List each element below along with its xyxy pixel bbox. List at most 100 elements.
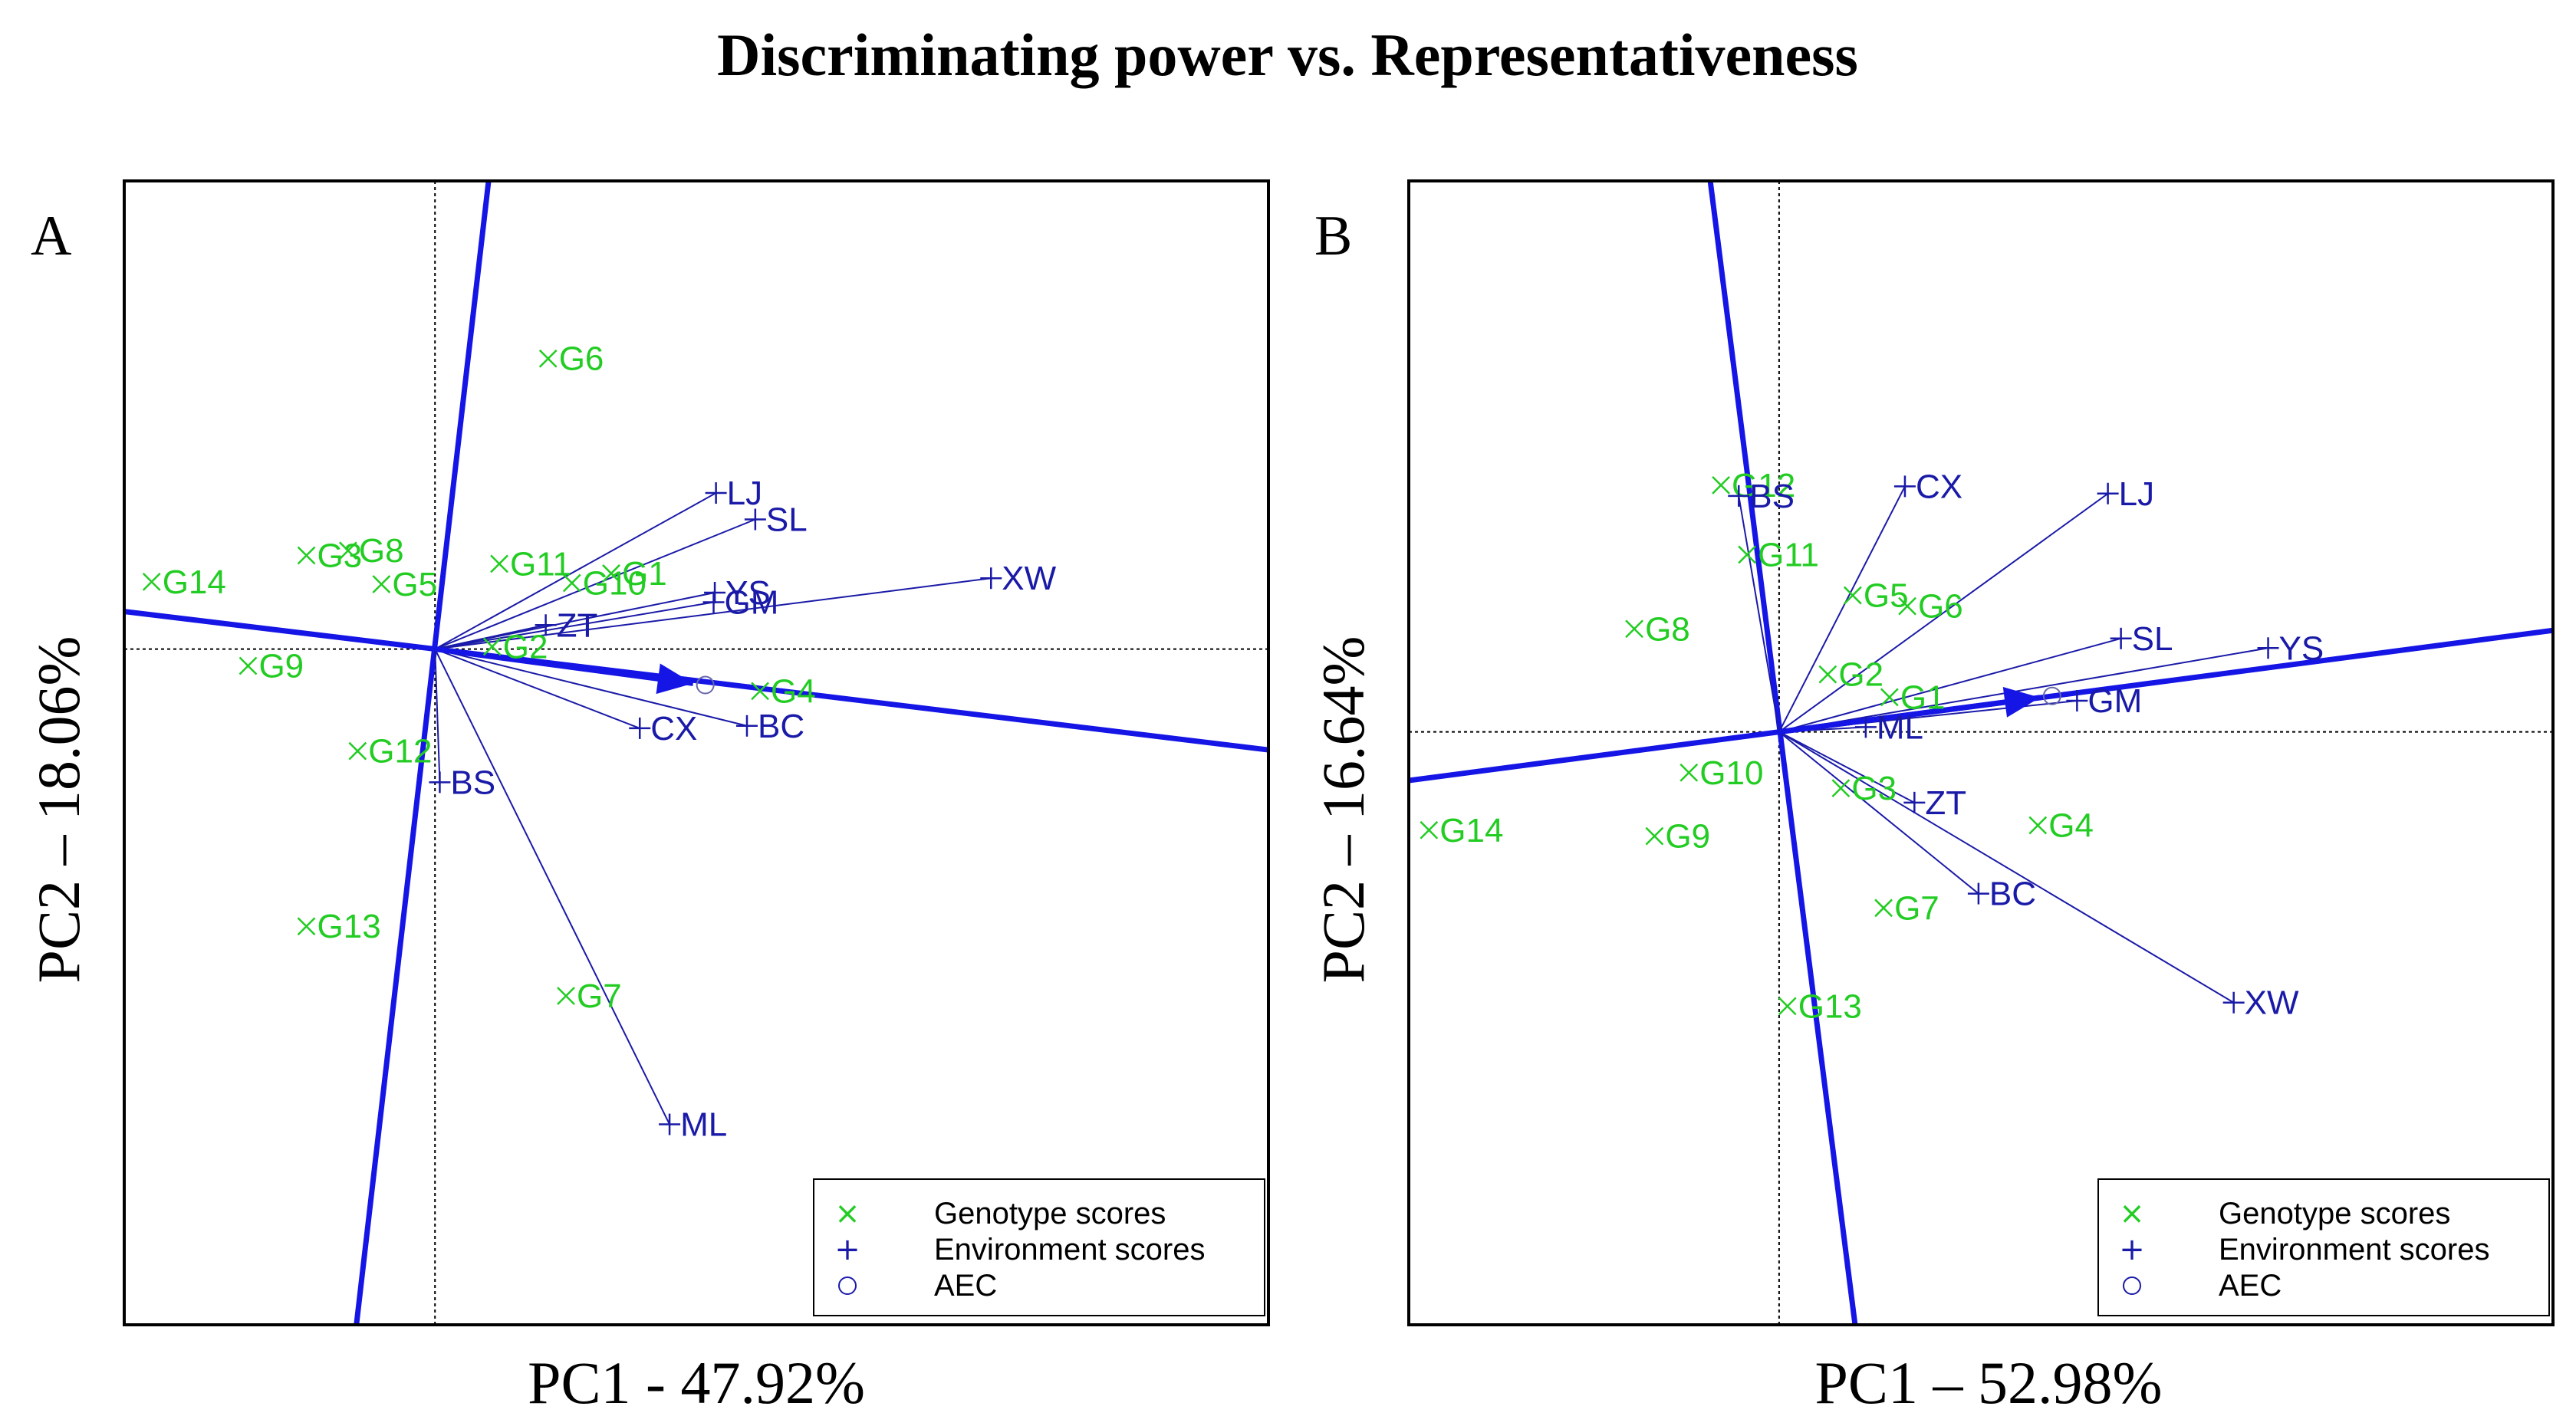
- genotype-point: [1420, 820, 1439, 840]
- aec-arrow-head: [2002, 687, 2040, 718]
- panel-a-legend-aec: AEC: [934, 1269, 997, 1303]
- panel-a-y-axis-title: PC2 – 18.06%: [25, 636, 92, 984]
- panel-b-y-axis-title: PC2 – 16.64%: [1310, 636, 1377, 984]
- environment-point: [429, 771, 451, 794]
- genotype-point: [482, 637, 502, 656]
- environment-point: [2097, 482, 2119, 504]
- genotype-label: G2: [1838, 656, 1883, 694]
- panel-b-legend-environment: Environment scores: [2219, 1233, 2489, 1267]
- panel-b: B PC1 – 52.98% PC2 – 16.64% G12 G11 G5 G6 G8…: [1310, 179, 2555, 1416]
- genotype-point: [1778, 997, 1797, 1016]
- panel-letter-b: B: [1314, 205, 1352, 268]
- genotype-label: G6: [559, 340, 604, 378]
- environment-label: ZT: [1925, 784, 1966, 822]
- environment-vector: [1778, 485, 1906, 733]
- environment-label: YS: [725, 574, 771, 612]
- panel-a-legend-box: [813, 1178, 1265, 1316]
- environment-point: [1854, 716, 1877, 738]
- genotype-label: G8: [1645, 610, 1690, 648]
- genotype-point: [348, 741, 367, 761]
- genotype-point: [557, 987, 575, 1005]
- panel-a-legend: × Genotype scores + Environment scores A…: [813, 1178, 1265, 1316]
- environment-point: [1903, 791, 1926, 813]
- legend-genotype-icon: ×: [834, 1196, 860, 1231]
- genotype-point: [2028, 816, 2048, 835]
- environment-vector: [435, 601, 714, 650]
- panel-b-legend-aec: AEC: [2219, 1269, 2282, 1303]
- genotype-label: G2: [503, 628, 548, 665]
- environment-point: [2066, 690, 2088, 712]
- genotype-label: G4: [771, 672, 816, 710]
- genotype-label: G12: [368, 733, 432, 770]
- genotype-label: G13: [317, 908, 381, 945]
- panel-b-legend-box: [2097, 1178, 2550, 1316]
- genotype-point: [602, 564, 620, 583]
- genotype-point: [1818, 665, 1837, 684]
- genotype-point: [142, 573, 161, 591]
- environment-vector: [1778, 731, 1915, 803]
- environment-label: GM: [725, 584, 779, 622]
- environment-point: [980, 567, 1002, 590]
- genotype-point: [1831, 779, 1851, 797]
- environment-vector: [435, 624, 546, 650]
- environment-vector: [1778, 731, 2235, 1004]
- panel-a-legend-genotype: Genotype scores: [934, 1197, 1166, 1230]
- genotype-label: G8: [359, 532, 404, 570]
- environment-label: SL: [2132, 620, 2173, 658]
- environment-label: BC: [1989, 876, 2036, 913]
- genotype-point: [490, 554, 508, 573]
- environment-vector: [434, 648, 748, 727]
- environment-label: CX: [650, 710, 697, 748]
- genotype-point: [239, 656, 258, 675]
- genotype-label: G11: [1758, 536, 1819, 573]
- environment-point: [1967, 882, 1989, 905]
- genotype-label: G6: [1918, 588, 1963, 626]
- environment-vector: [1778, 492, 2109, 733]
- genotype-label: G7: [577, 978, 622, 1015]
- plot-area: G12 G11 G5 G6 G8 G2 G1 G10 G3 G14 G9 G4 G7 G13 BS CX LJ S…: [1409, 181, 2553, 1325]
- genotype-point: [1625, 619, 1643, 639]
- environment-vector: [1738, 495, 1780, 732]
- panel-b-legend: × Genotype scores + Environment scores A…: [2097, 1178, 2550, 1316]
- aec-ordinate-line: [354, 181, 492, 1325]
- environment-vector: [1778, 637, 2121, 733]
- environment-label: YS: [2279, 629, 2324, 667]
- genotype-label: G4: [2048, 807, 2094, 845]
- genotype-label: G1: [622, 555, 667, 593]
- aec-point: [2042, 686, 2061, 705]
- environment-point: [1893, 475, 1916, 498]
- panel-b-legend-genotype: Genotype scores: [2219, 1197, 2450, 1230]
- genotype-label: G3: [1851, 770, 1897, 807]
- panel-b-frame: [1407, 179, 2555, 1326]
- aec-arrow-shaft: [434, 646, 694, 686]
- environment-vector: [1778, 731, 1979, 895]
- environment-point: [535, 614, 557, 636]
- genotype-point: [1874, 899, 1893, 918]
- environment-label: XW: [1002, 560, 1056, 597]
- genotype-label: G11: [510, 545, 571, 583]
- environment-point: [2110, 627, 2132, 649]
- genotype-point: [1712, 475, 1730, 495]
- panel-b-x-axis-title: PC1 – 52.98%: [1815, 1349, 2163, 1416]
- genotype-point: [372, 575, 391, 593]
- environment-label: LJ: [727, 475, 762, 512]
- environment-label: ZT: [557, 606, 598, 644]
- aec-ordinate-line: [1707, 181, 1858, 1325]
- environment-label: BC: [758, 708, 804, 745]
- environment-point: [2222, 991, 2245, 1014]
- genotype-point: [338, 541, 357, 560]
- panel-b-plot: G12 G11 G5 G6 G8 G2 G1 G10 G3 G14 G9 G4 G7 G13 BS CX LJ S…: [1409, 181, 2553, 1325]
- genotype-label: G9: [1665, 818, 1710, 856]
- panel-a-frame: [123, 179, 1270, 1326]
- genotype-point: [562, 573, 581, 593]
- genotype-point: [297, 546, 316, 565]
- genotype-label: G14: [1439, 812, 1503, 849]
- legend-aec-icon: [838, 1276, 857, 1295]
- environment-point: [705, 482, 727, 504]
- environment-label: ML: [1877, 708, 1923, 746]
- environment-label: CX: [1916, 468, 1962, 505]
- aec-arrow-shaft: [1778, 695, 2041, 735]
- environment-point: [704, 581, 726, 603]
- environment-point: [744, 508, 766, 531]
